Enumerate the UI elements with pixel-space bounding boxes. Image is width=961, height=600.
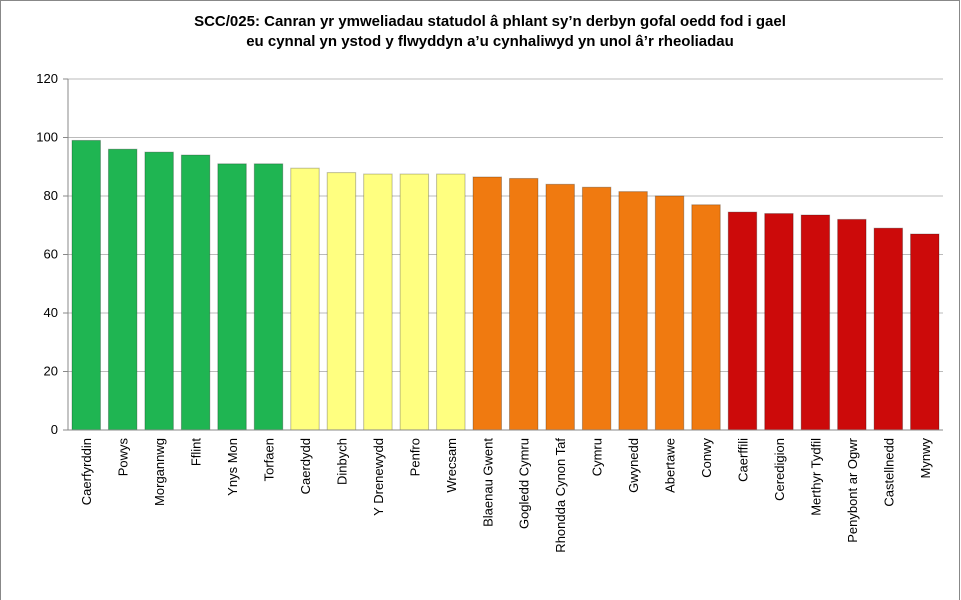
chart-title: eu cynnal yn ystod y flwyddyn a’u cynhal… (246, 33, 734, 50)
x-tick-label: Caerffili (735, 438, 750, 482)
bar (910, 233, 940, 431)
x-tick-label: Penfro (407, 438, 422, 476)
x-tick-label: Gwynedd (626, 438, 641, 493)
bar (764, 213, 794, 431)
bar (581, 186, 612, 431)
y-tick-label: 120 (36, 71, 58, 86)
x-tick-label: Merthyr Tydfil (808, 438, 823, 516)
x-tick-label: Powys (116, 438, 131, 477)
x-tick-label: Caerfyrddin (79, 438, 94, 505)
bar (509, 177, 539, 431)
bar (363, 173, 393, 431)
y-tick-label: 0 (51, 422, 58, 437)
bar (290, 167, 320, 431)
bar (180, 154, 211, 431)
bar (800, 214, 831, 431)
x-tick-label: Castellnedd (881, 438, 896, 507)
x-tick-label: Penybont ar Ogwr (845, 437, 860, 542)
x-tick-label: Gogledd Cymru (517, 438, 532, 529)
x-tick-label: Morgannwg (152, 438, 167, 506)
y-tick-label: 100 (36, 130, 58, 145)
x-tick-label: Torfaen (262, 438, 277, 481)
y-tick-label: 80 (44, 188, 58, 203)
bar (837, 218, 867, 431)
bar (107, 148, 138, 431)
y-tick-label: 40 (44, 305, 58, 320)
x-tick-label: Mynwy (918, 438, 933, 479)
bar (399, 173, 430, 431)
bar (472, 176, 502, 431)
bar (545, 183, 575, 431)
x-tick-label: Fflint (189, 438, 204, 467)
y-tick-label: 20 (44, 364, 58, 379)
bar (873, 227, 904, 431)
bar (691, 204, 721, 431)
x-tick-label: Y Drenewydd (371, 438, 386, 516)
bar (326, 172, 357, 431)
bar (436, 173, 466, 431)
bar (144, 151, 174, 431)
bar (253, 163, 284, 431)
bar (654, 195, 685, 431)
x-tick-label: Wrecsam (444, 438, 459, 493)
y-tick-label: 60 (44, 247, 58, 262)
chart-title: SCC/025: Canran yr ymweliadau statudol â… (194, 13, 786, 30)
bar (727, 211, 758, 431)
x-tick-label: Ynys Mon (225, 438, 240, 496)
bar (618, 191, 648, 431)
bar (217, 163, 247, 431)
x-tick-label: Blaenau Gwent (480, 438, 495, 527)
x-tick-label: Dinbych (334, 438, 349, 485)
x-tick-label: Conwy (699, 438, 714, 478)
bar (71, 139, 101, 431)
x-tick-label: Abertawe (663, 438, 678, 493)
x-tick-label: Cymru (590, 438, 605, 476)
x-tick-label: Caerdydd (298, 438, 313, 494)
x-tick-label: Ceredigion (772, 438, 787, 501)
x-tick-label: Rhondda Cynon Taf (553, 438, 568, 553)
